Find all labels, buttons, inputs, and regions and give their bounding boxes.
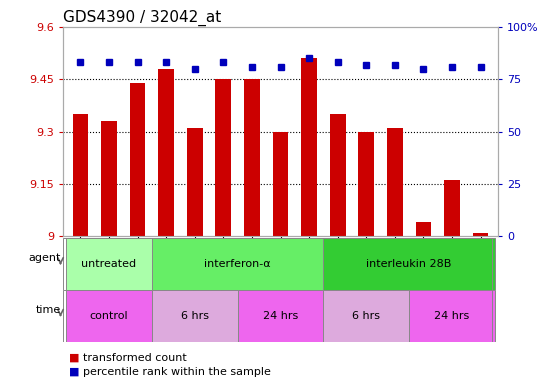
Text: GDS4390 / 32042_at: GDS4390 / 32042_at xyxy=(63,9,222,25)
Text: 24 hrs: 24 hrs xyxy=(434,311,470,321)
Text: ■: ■ xyxy=(69,367,79,377)
Bar xyxy=(158,69,174,236)
Bar xyxy=(130,83,145,236)
Text: transformed count: transformed count xyxy=(82,353,186,363)
Text: 24 hrs: 24 hrs xyxy=(263,311,298,321)
Text: interferon-α: interferon-α xyxy=(204,259,271,269)
Text: 6 hrs: 6 hrs xyxy=(352,311,380,321)
Bar xyxy=(273,131,288,236)
Bar xyxy=(409,290,495,342)
Bar xyxy=(238,290,323,342)
Text: interleukin 28B: interleukin 28B xyxy=(366,259,452,269)
Bar xyxy=(66,238,152,290)
Text: agent: agent xyxy=(28,253,60,263)
Bar xyxy=(323,238,495,290)
Bar xyxy=(187,128,202,236)
Bar xyxy=(416,222,431,236)
Text: time: time xyxy=(35,305,60,315)
Text: ■: ■ xyxy=(69,353,79,363)
Bar xyxy=(152,238,323,290)
Bar xyxy=(73,114,88,236)
Bar xyxy=(387,128,403,236)
Bar xyxy=(244,79,260,236)
Bar xyxy=(101,121,117,236)
Text: 6 hrs: 6 hrs xyxy=(181,311,209,321)
Bar xyxy=(323,290,409,342)
Bar xyxy=(216,79,231,236)
Bar xyxy=(301,58,317,236)
Bar xyxy=(66,290,152,342)
Text: percentile rank within the sample: percentile rank within the sample xyxy=(82,367,271,377)
Bar xyxy=(444,180,460,236)
Text: control: control xyxy=(90,311,128,321)
Bar xyxy=(473,233,488,236)
Text: untreated: untreated xyxy=(81,259,136,269)
Bar xyxy=(330,114,345,236)
Bar xyxy=(359,131,374,236)
Bar xyxy=(152,290,238,342)
